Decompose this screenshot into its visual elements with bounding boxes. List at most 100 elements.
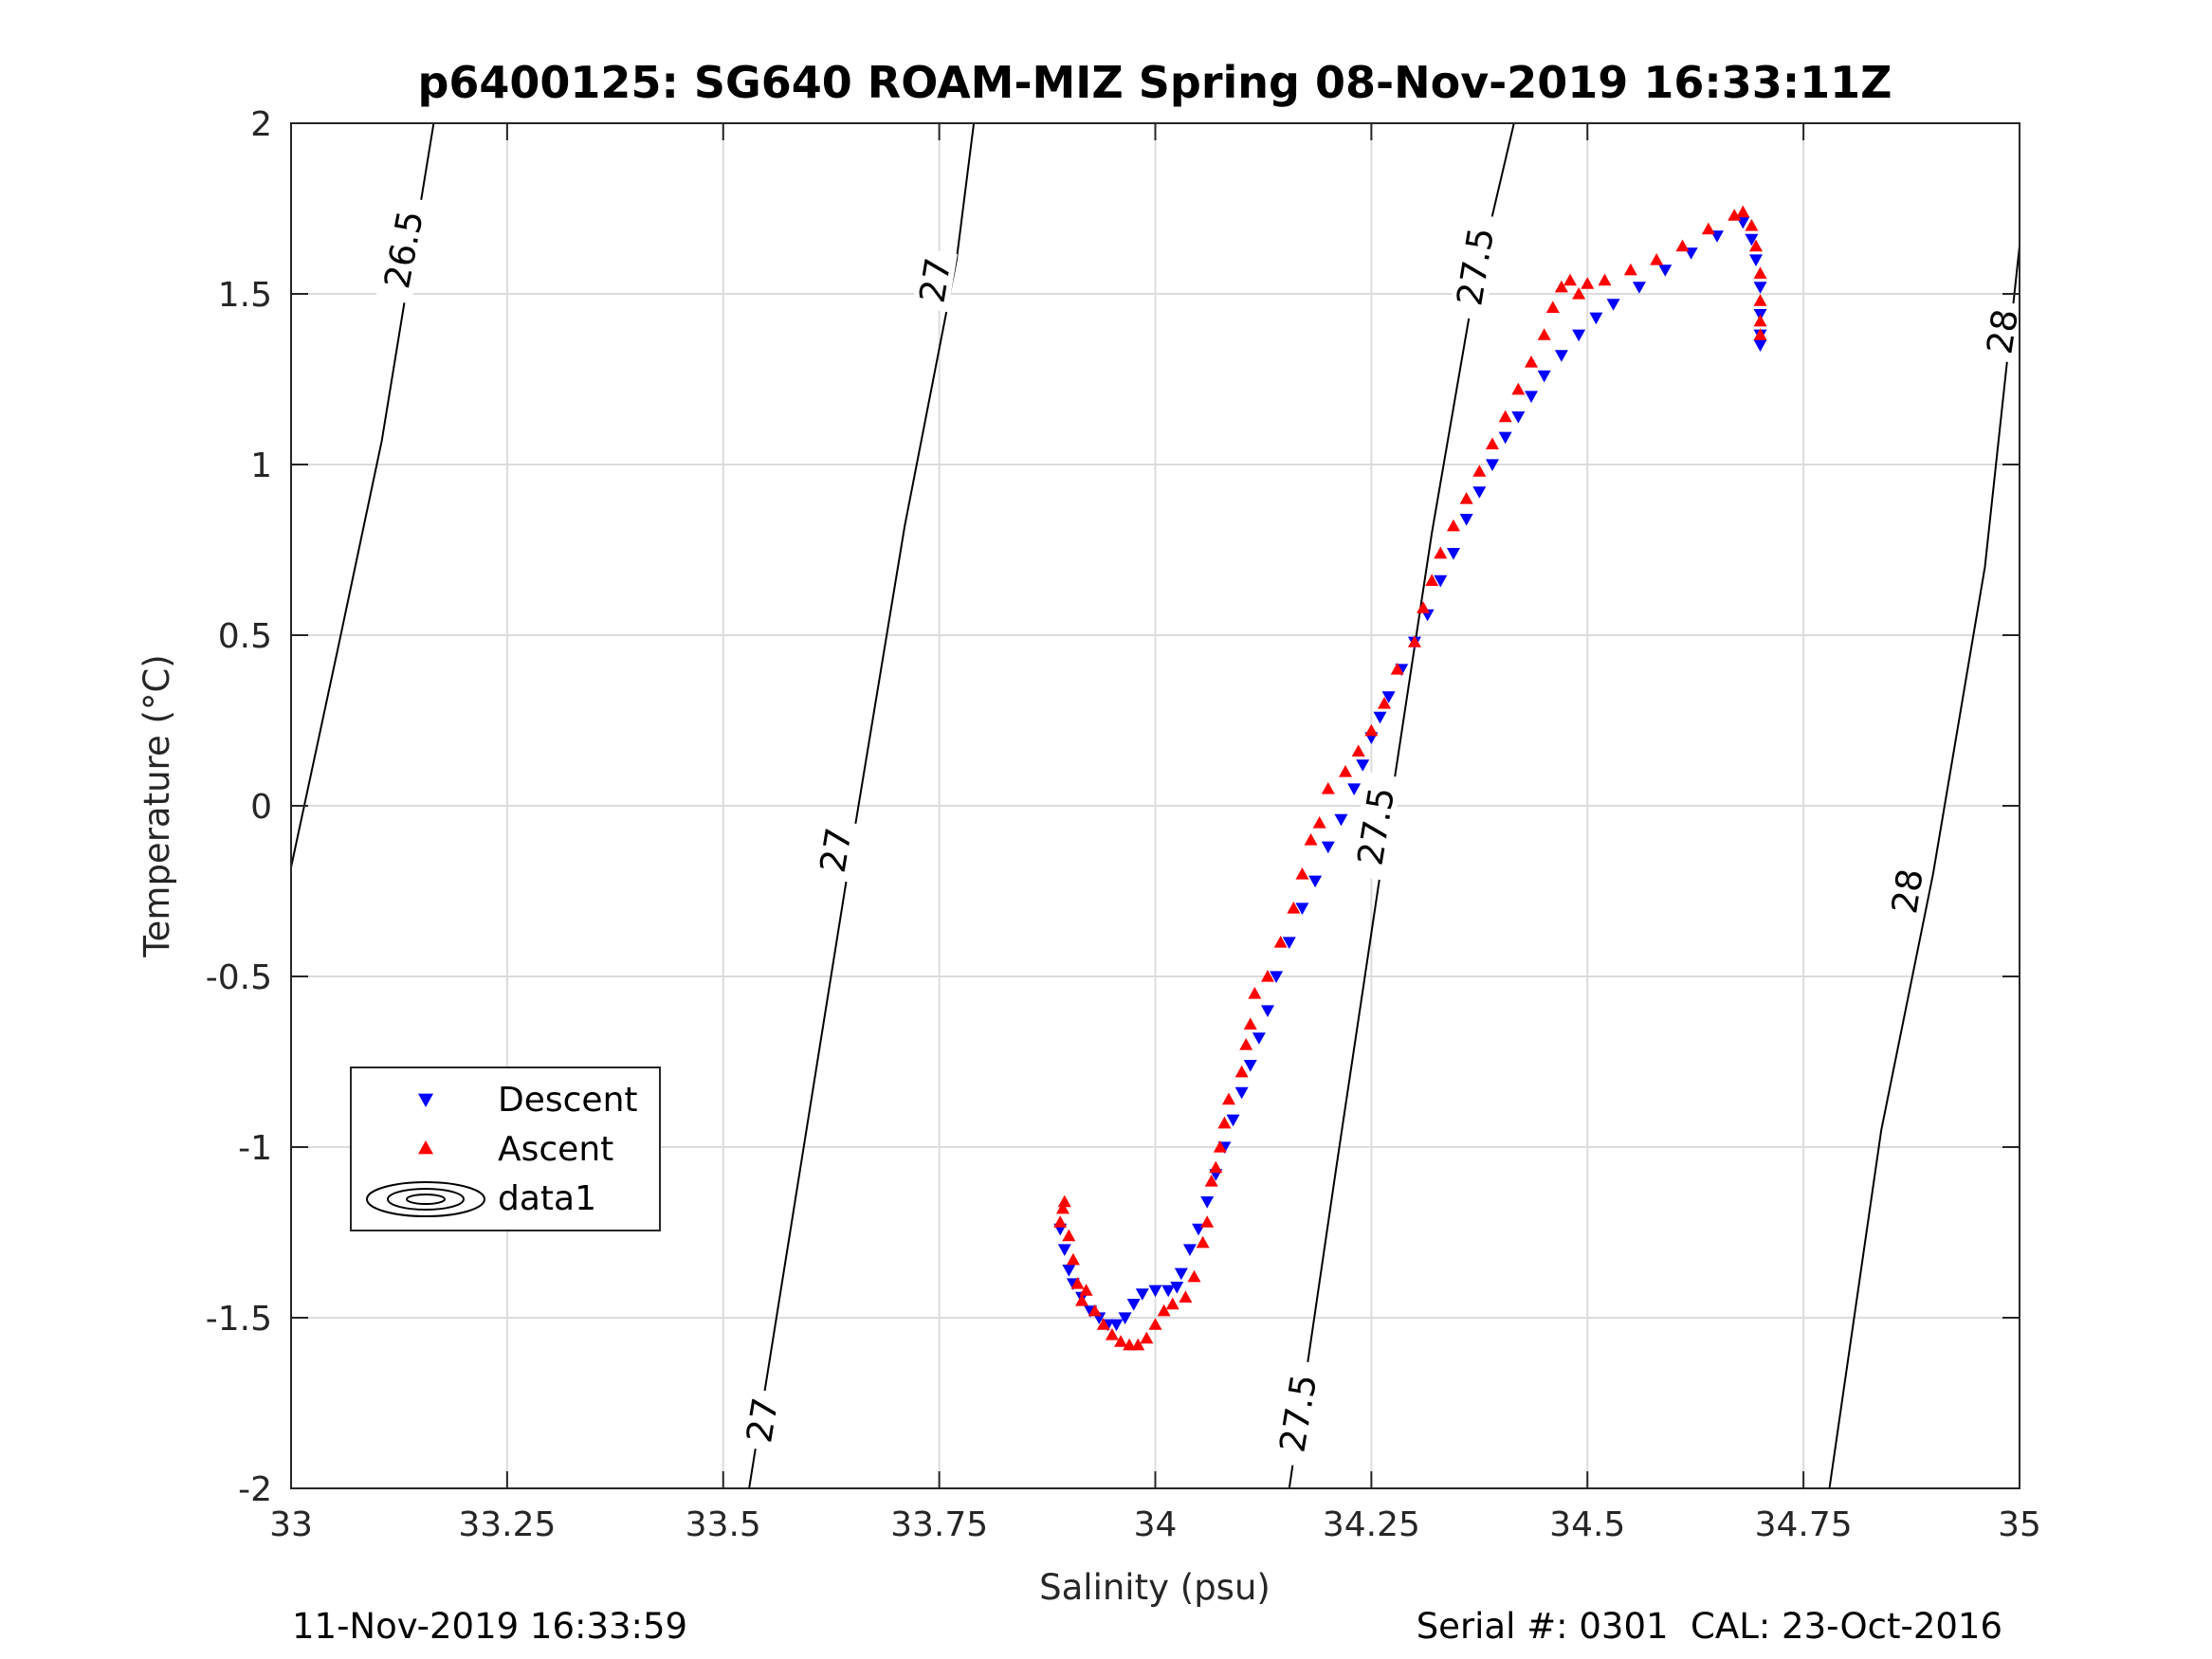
ascent-point — [1390, 663, 1404, 675]
contour-label-bg — [739, 1388, 785, 1452]
y-tick-label: -2 — [238, 1470, 272, 1509]
axis-ticks: 33 33.25 33.5 33.75 34 34.25 34.5 34.75 35 -2 -1.5… — [206, 105, 2041, 1544]
ascent-point — [1554, 280, 1568, 293]
y-tick-label: -1 — [238, 1129, 272, 1168]
ascent-point — [1701, 222, 1715, 235]
descent-point — [1170, 1282, 1184, 1294]
descent-point — [1295, 902, 1309, 915]
legend-ascent-label: Ascent — [498, 1130, 613, 1169]
contour-label-bg — [375, 194, 431, 304]
ascent-point — [1572, 287, 1586, 300]
footer-timestamp: 11-Nov-2019 16:33:59 — [292, 1606, 687, 1647]
ascent-point — [1096, 1318, 1110, 1330]
descent-point — [1446, 548, 1460, 560]
descent-point — [1260, 1005, 1274, 1017]
descent-point — [1537, 370, 1551, 383]
ascent-point — [1434, 546, 1448, 559]
descent-point — [1632, 282, 1646, 294]
x-tick-label: 33.5 — [686, 1505, 761, 1544]
descent-point — [1753, 339, 1767, 352]
descent-point — [1356, 759, 1370, 772]
descent-point — [1174, 1267, 1188, 1281]
ascent-point — [1623, 263, 1637, 276]
ascent-point — [1563, 273, 1578, 286]
ascent-point — [1753, 266, 1767, 279]
contour-label: 27 — [739, 1395, 786, 1445]
ascent-point — [1425, 574, 1439, 586]
data-points — [1053, 205, 1767, 1351]
descent-point — [1745, 233, 1759, 246]
x-tick-label: 33.75 — [890, 1505, 988, 1544]
contour-label-bg — [1271, 1358, 1325, 1468]
ascent-point — [1248, 987, 1262, 999]
ascent-point — [1753, 328, 1767, 340]
ascent-point — [1123, 1338, 1137, 1351]
descent-point — [1753, 282, 1767, 294]
x-tick-label: 35 — [1998, 1505, 2041, 1544]
descent-point — [1118, 1312, 1132, 1324]
x-tick-label: 34.75 — [1755, 1505, 1853, 1544]
ascent-point — [1157, 1304, 1171, 1317]
ascent-point — [1070, 1277, 1085, 1289]
y-tick-label: -1.5 — [206, 1300, 272, 1339]
legend: Descent Ascent data1 — [350, 1066, 661, 1231]
ascent-point — [1062, 1229, 1076, 1242]
contour-label: 28 — [1979, 306, 2026, 356]
descent-point — [1554, 350, 1568, 362]
descent-point — [1485, 459, 1499, 471]
descent-point — [1282, 937, 1296, 949]
ascent-point — [1057, 1194, 1071, 1208]
contour-label-bg — [1980, 300, 2025, 364]
descent-point — [1243, 1060, 1257, 1072]
contour-label-bg — [912, 247, 958, 313]
ascent-point — [1066, 1252, 1080, 1266]
ascent-point — [1472, 465, 1487, 477]
ascent-point — [1204, 1175, 1218, 1187]
ascent-point — [1213, 1140, 1227, 1153]
descent-point — [1234, 1086, 1249, 1100]
descent-point — [1126, 1299, 1141, 1311]
y-axis-label: Temperature (°C) — [137, 654, 177, 957]
ascent-point — [1088, 1304, 1102, 1317]
legend-descent-marker — [418, 1093, 433, 1107]
contour-label: 27 — [912, 255, 960, 305]
descent-point — [1381, 691, 1396, 703]
descent-point — [1334, 813, 1348, 827]
descent-point — [1270, 971, 1284, 983]
ascent-point — [1260, 970, 1274, 982]
chart-title: p6400125: SG640 ROAM-MIZ Spring 08-Nov-2… — [417, 57, 1892, 108]
ascent-point — [1209, 1160, 1223, 1174]
descent-point — [1308, 875, 1323, 888]
ascent-point — [1753, 314, 1767, 327]
descent-point — [1135, 1288, 1149, 1301]
ascent-point — [1498, 410, 1512, 423]
ascent-point — [1525, 356, 1539, 368]
x-tick-label: 33 — [269, 1505, 313, 1544]
footer-serial-cal: Serial #: 0301 CAL: 23-Oct-2016 — [1417, 1606, 2002, 1647]
ascent-point — [1187, 1269, 1201, 1283]
ascent-point — [1511, 382, 1526, 395]
ascent-point — [1221, 1092, 1235, 1105]
descent-point — [1606, 299, 1620, 311]
legend-ascent-marker — [418, 1140, 433, 1155]
legend-descent-label: Descent — [498, 1081, 638, 1120]
ascent-point — [1055, 1201, 1069, 1214]
ascent-point — [1304, 833, 1318, 846]
y-tick-label: 1.5 — [218, 276, 272, 315]
x-tick-label: 34.25 — [1323, 1505, 1420, 1544]
ascent-point — [1339, 765, 1353, 777]
descent-point — [1472, 486, 1487, 499]
ascent-point — [1545, 301, 1560, 313]
contour-label: 28 — [1884, 866, 1931, 917]
descent-point — [1373, 711, 1387, 724]
descent-point — [1161, 1285, 1176, 1298]
contour-label: 27 — [813, 825, 860, 875]
descent-point — [1226, 1114, 1240, 1127]
descent-point — [1434, 574, 1448, 588]
ascent-point — [1053, 1215, 1068, 1228]
legend-data1-label: data1 — [498, 1179, 596, 1218]
y-tick-label: 0.5 — [218, 617, 272, 656]
ascent-point — [1114, 1335, 1128, 1347]
ascent-point — [1748, 239, 1763, 252]
